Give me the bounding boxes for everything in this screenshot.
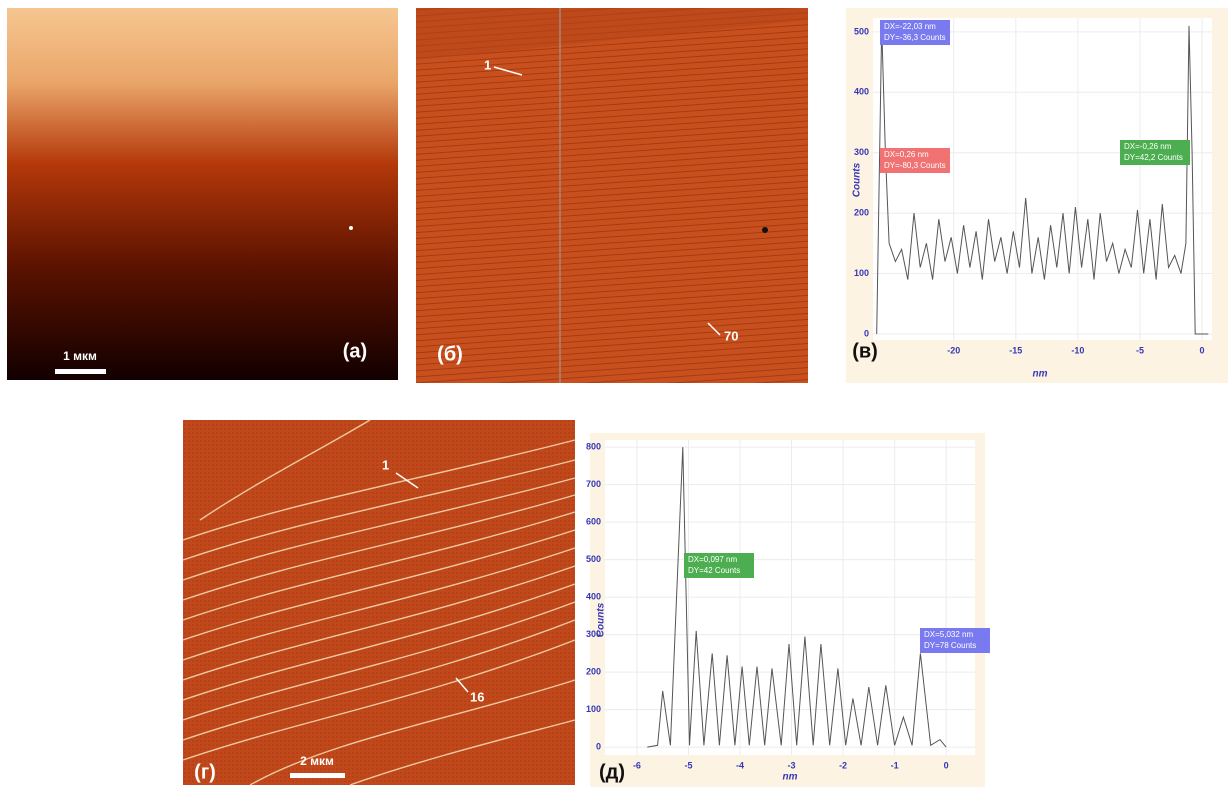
arrow-label: 1 — [382, 457, 389, 472]
x-tick-label: -15 — [1009, 345, 1022, 355]
annotation-text: DY=78 Counts — [924, 641, 976, 650]
x-tick-label: 0 — [1200, 345, 1205, 355]
arrow-label: 16 — [470, 689, 484, 704]
y-tick-label: 100 — [854, 268, 869, 278]
annotation-text: DY=-36,3 Counts — [884, 33, 946, 42]
x-axis-label: nm — [783, 772, 798, 783]
annotation-text: DX=0,26 nm — [884, 150, 929, 159]
x-tick-label: -10 — [1071, 345, 1084, 355]
x-tick-label: -6 — [633, 760, 641, 770]
y-tick-label: 500 — [586, 554, 601, 564]
x-tick-label: -2 — [839, 760, 847, 770]
plot-area — [873, 18, 1212, 340]
scale-bar — [55, 369, 106, 374]
figure: 1 мкм (а) 1 70 (б) (в) 1 16 2 мкм (г) (д… — [0, 0, 1231, 789]
scale-bar — [290, 773, 345, 778]
annotation-text: DX=5,032 nm — [924, 630, 973, 639]
y-tick-label: 400 — [854, 87, 869, 97]
annotation-text: DY=-80,3 Counts — [884, 161, 946, 170]
annotation-text: DX=-0,26 nm — [1124, 142, 1172, 151]
y-tick-label: 200 — [586, 667, 601, 677]
particle — [349, 226, 353, 230]
x-tick-label: -4 — [736, 760, 744, 770]
x-axis-label: nm — [1033, 369, 1048, 380]
y-tick-label: 700 — [586, 479, 601, 489]
y-tick-label: 400 — [586, 592, 601, 602]
afm-image — [416, 8, 808, 383]
arrow-label: 70 — [724, 328, 738, 343]
y-tick-label: 600 — [586, 517, 601, 527]
annotation-text: DX=0,097 nm — [688, 555, 737, 564]
y-axis-label: Counts — [596, 602, 607, 637]
particle — [762, 227, 768, 233]
y-tick-label: 300 — [854, 147, 869, 157]
x-tick-label: -5 — [1136, 345, 1144, 355]
scale-label: 2 мкм — [300, 754, 334, 768]
scale-label: 1 мкм — [63, 349, 97, 363]
afm-image — [7, 8, 398, 380]
x-tick-label: -1 — [891, 760, 899, 770]
y-tick-label: 800 — [586, 442, 601, 452]
x-tick-label: -5 — [684, 760, 692, 770]
panel-label: (д) — [599, 761, 625, 783]
x-tick-label: -3 — [788, 760, 796, 770]
panel-label: (г) — [194, 761, 216, 783]
annotation-text: DY=42 Counts — [688, 566, 740, 575]
y-tick-label: 500 — [854, 26, 869, 36]
y-axis-label: Counts — [852, 162, 863, 197]
arrow-label: 1 — [484, 57, 491, 72]
annotation-text: DY=42,2 Counts — [1124, 153, 1183, 162]
x-tick-label: 0 — [944, 760, 949, 770]
panel-label: (а) — [343, 340, 367, 362]
y-tick-label: 200 — [854, 208, 869, 218]
annotation-text: DX=-22,03 nm — [884, 22, 936, 31]
panel-label: (в) — [852, 340, 878, 362]
y-tick-label: 0 — [864, 328, 869, 338]
y-tick-label: 100 — [586, 704, 601, 714]
panel-label: (б) — [437, 343, 463, 365]
x-tick-label: -20 — [947, 345, 960, 355]
y-tick-label: 0 — [596, 742, 601, 752]
